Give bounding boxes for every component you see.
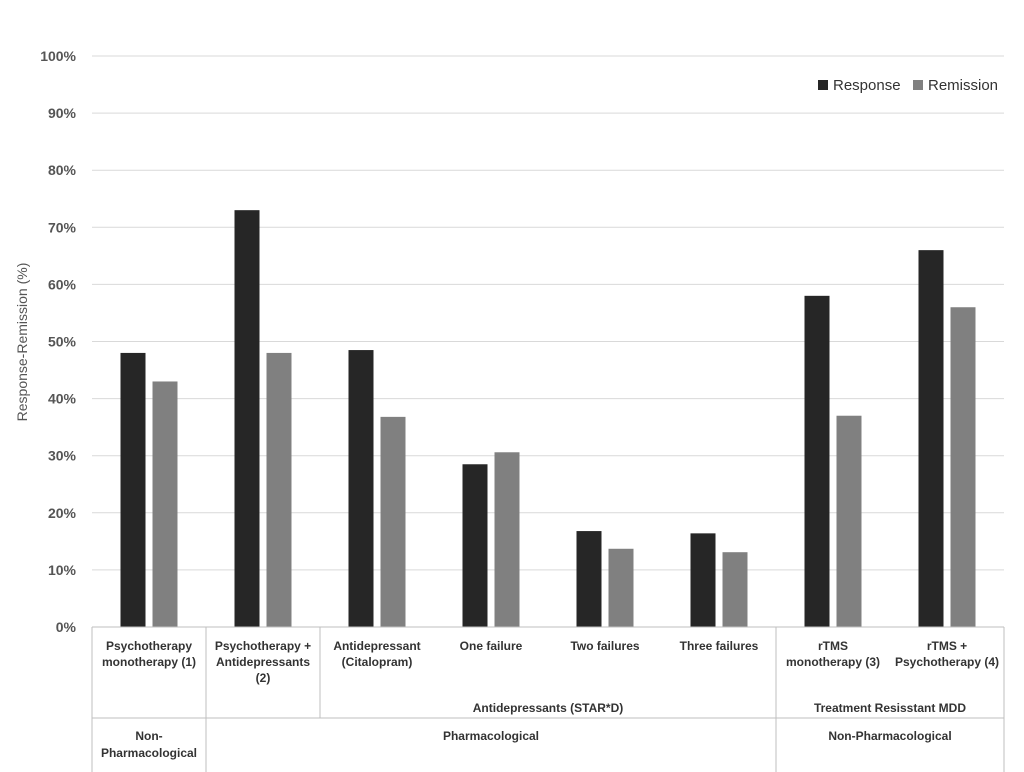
bar-remission <box>152 381 178 627</box>
category-label: monotherapy (1) <box>102 655 196 669</box>
x-axis: Psychotherapy monotherapy (1) Psychotherap… <box>91 626 1005 772</box>
bar-remission <box>608 548 634 627</box>
group-label: Non- <box>135 729 162 743</box>
y-tick-label: 80% <box>48 162 77 178</box>
bar-response <box>120 352 146 627</box>
y-tick-label: 50% <box>48 334 77 350</box>
bar-response <box>918 250 944 627</box>
legend-swatch-remission <box>913 80 923 90</box>
gridlines <box>92 55 1004 571</box>
bar-remission <box>836 415 862 627</box>
group-label: Pharmacological <box>101 746 197 760</box>
category-label: Three failures <box>680 639 759 653</box>
y-tick-label: 40% <box>48 391 77 407</box>
subgroup-label: Antidepressants (STAR*D) <box>473 701 623 715</box>
category-label: Psychotherapy <box>106 639 192 653</box>
y-tick-label: 90% <box>48 105 77 121</box>
category-label: (Citalopram) <box>342 655 413 669</box>
y-tick-label: 0% <box>56 619 77 635</box>
category-label: Antidepressants <box>216 655 310 669</box>
y-tick-label: 60% <box>48 276 77 292</box>
category-label: monotherapy (3) <box>786 655 880 669</box>
bar-remission <box>494 452 520 627</box>
legend-label-response: Response <box>833 77 901 94</box>
category-label: Two failures <box>570 639 639 653</box>
legend: Response Remission <box>818 77 998 94</box>
category-label: rTMS + <box>927 639 967 653</box>
category-label: rTMS <box>818 639 848 653</box>
bar-remission <box>722 552 748 627</box>
category-label: One failure <box>460 639 523 653</box>
category-label: Psychotherapy (4) <box>895 655 999 669</box>
bar-response <box>576 531 602 627</box>
y-axis-label: Response-Remission (%) <box>14 263 30 422</box>
category-label: (2) <box>256 671 271 685</box>
y-axis: 0% 10% 20% 30% 40% 50% 60% 70% 80% 90% 100% <box>40 48 76 635</box>
bar-remission <box>266 352 292 627</box>
y-tick-label: 30% <box>48 448 77 464</box>
subgroup-label: Treatment Resisstant MDD <box>814 701 966 715</box>
bars <box>120 210 976 628</box>
category-label: Antidepressant <box>333 639 420 653</box>
group-label: Non-Pharmacological <box>828 729 951 743</box>
bar-response <box>462 464 488 627</box>
y-tick-label: 100% <box>40 48 76 64</box>
bar-response <box>234 210 260 628</box>
category-label: Psychotherapy + <box>215 639 311 653</box>
bar-response <box>690 533 716 627</box>
y-tick-label: 10% <box>48 562 77 578</box>
y-tick-label: 20% <box>48 505 77 521</box>
bar-response <box>804 295 830 627</box>
legend-swatch-response <box>818 80 828 90</box>
y-tick-label: 70% <box>48 219 77 235</box>
bar-remission <box>380 416 406 627</box>
legend-label-remission: Remission <box>928 77 998 94</box>
group-label: Pharmacological <box>443 729 539 743</box>
bar-remission <box>950 307 976 627</box>
bar-response <box>348 350 374 627</box>
